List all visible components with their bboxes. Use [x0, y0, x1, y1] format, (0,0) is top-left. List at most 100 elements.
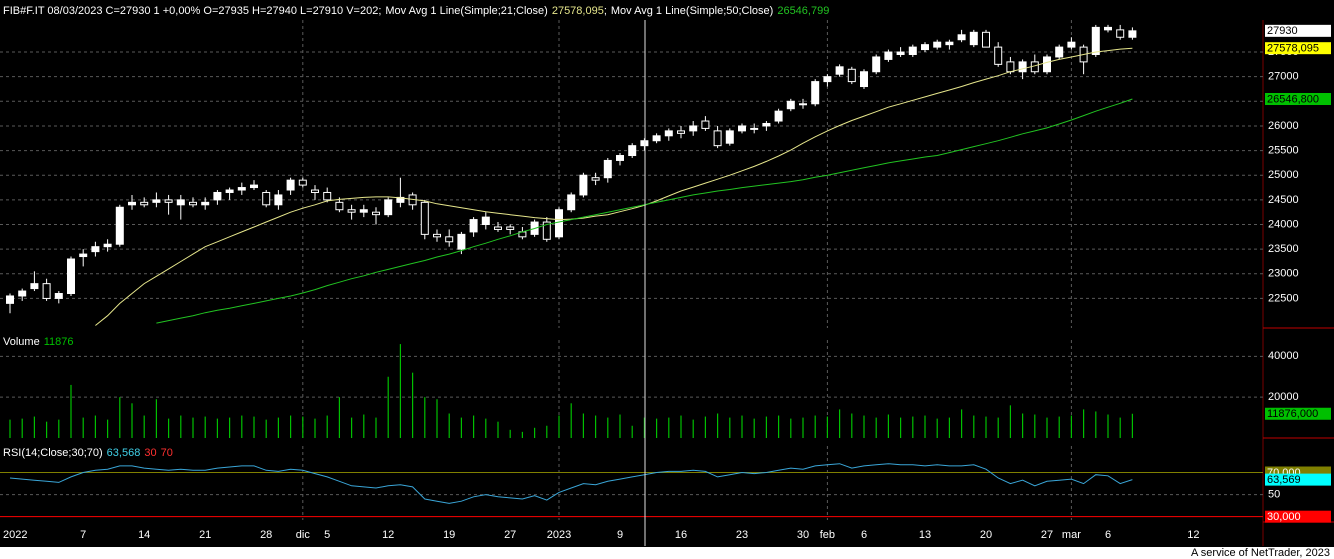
candle-body: [433, 233, 441, 238]
candle-body: [725, 130, 734, 144]
candle-body: [128, 201, 136, 206]
candle-body: [933, 41, 942, 48]
y-tick-label: 23000: [1268, 268, 1299, 280]
candle-body: [298, 179, 307, 186]
candle-body: [567, 194, 576, 211]
candle-body: [884, 51, 893, 60]
candle-body: [335, 201, 344, 211]
y-tick-label: 26000: [1268, 120, 1299, 132]
candle-body: [908, 46, 917, 55]
candle-body: [774, 110, 783, 122]
candle-body: [494, 226, 502, 230]
x-tick-label: 9: [617, 529, 623, 541]
candle-body: [872, 56, 881, 73]
y-tick-label: 25000: [1268, 169, 1299, 181]
candle-body: [542, 221, 551, 240]
candle-body: [67, 258, 75, 295]
x-tick-label: 19: [443, 529, 455, 541]
candle-body: [457, 233, 466, 250]
candle-body: [6, 295, 14, 304]
legend-level: 30: [144, 447, 156, 459]
panel-header: Volume 11876: [3, 336, 73, 348]
y-tick-label: 40000: [1268, 350, 1299, 362]
x-tick-label: 16: [675, 529, 687, 541]
y-tick-label: 50: [1268, 489, 1280, 501]
legend-value: 26546,799: [777, 5, 829, 17]
candle-body: [896, 51, 905, 55]
candle-body: [384, 199, 393, 216]
candle-body: [152, 199, 161, 203]
x-tick-label: 6: [861, 529, 867, 541]
moving-average: [95, 47, 1133, 326]
candle-body: [799, 103, 807, 106]
x-tick-label: 28: [260, 529, 272, 541]
candle-body: [786, 100, 795, 110]
candle-body: [274, 194, 283, 206]
legend-level: 70: [161, 447, 173, 459]
candle-body: [847, 68, 856, 83]
candle-body: [1128, 30, 1137, 38]
candle-body: [1055, 46, 1064, 58]
value-box-label: 26546,800: [1267, 93, 1319, 105]
candle-body: [677, 130, 685, 134]
x-tick-label: 27: [1041, 529, 1053, 541]
candle-body: [323, 191, 332, 201]
x-tick-label: 5: [324, 529, 330, 541]
candle-body: [286, 179, 295, 191]
value-box: [1265, 473, 1331, 486]
candle-body: [445, 236, 454, 243]
candle-body: [506, 226, 515, 230]
footer-strip: [0, 547, 1334, 559]
candle-body: [30, 283, 39, 290]
candle-body: [860, 71, 868, 88]
candle-body: [616, 155, 624, 161]
value-box: [1265, 42, 1331, 55]
candle-body: [664, 130, 673, 137]
value-box-label: 11876,000: [1267, 408, 1318, 420]
candle-body: [103, 243, 112, 248]
legend-name: Mov Avg 1 Line(Simple;50;Close): [611, 5, 773, 17]
y-tick-label: 27000: [1268, 71, 1299, 83]
panel-title: Volume: [3, 336, 40, 348]
candle-body: [42, 283, 51, 299]
candle-body: [957, 34, 966, 41]
x-tick-label: 6: [1105, 529, 1111, 541]
y-tick-label: 25500: [1268, 144, 1299, 156]
candle-body: [91, 246, 100, 253]
value-box-label: 63,569: [1267, 474, 1301, 486]
candle-body: [201, 201, 210, 206]
candle-body: [969, 31, 978, 46]
legend-name: Mov Avg 1 Line(Simple;21;Close): [385, 5, 547, 17]
candle-body: [189, 201, 197, 206]
candle-body: [1043, 56, 1051, 73]
y-tick-label: 24000: [1268, 218, 1299, 230]
candle-body: [262, 191, 271, 206]
candle-body: [994, 46, 1003, 65]
value-box: [1265, 93, 1331, 106]
candle-body: [1104, 26, 1112, 31]
candle-body: [18, 290, 27, 297]
candle-body: [603, 159, 612, 179]
candle-body: [469, 219, 478, 233]
candle-body: [1006, 61, 1015, 73]
candle-body: [225, 189, 234, 193]
candle-body: [591, 177, 600, 181]
panel-header: FIB#F.IT 08/03/2023 C=27930 1 +0,00% O=2…: [3, 5, 829, 17]
candle-body: [689, 125, 698, 132]
y-tick-label: 24500: [1268, 194, 1299, 206]
value-box-label: 27930: [1267, 25, 1298, 37]
candle-body: [921, 44, 929, 51]
x-tick-label: 27: [504, 529, 516, 541]
candle-body: [237, 187, 246, 191]
footer: A service of NetTrader, 2023: [1191, 547, 1330, 559]
candle-body: [945, 41, 954, 46]
panel-header: RSI(14;Close;30;70) 63,568 30 70: [3, 447, 173, 459]
candle-body: [347, 209, 356, 213]
candle-body: [750, 127, 759, 130]
value-box-label: 27578,095: [1267, 43, 1319, 55]
x-tick-label: 2023: [547, 529, 571, 541]
candle-body: [1116, 29, 1125, 38]
candle-body: [811, 81, 820, 105]
